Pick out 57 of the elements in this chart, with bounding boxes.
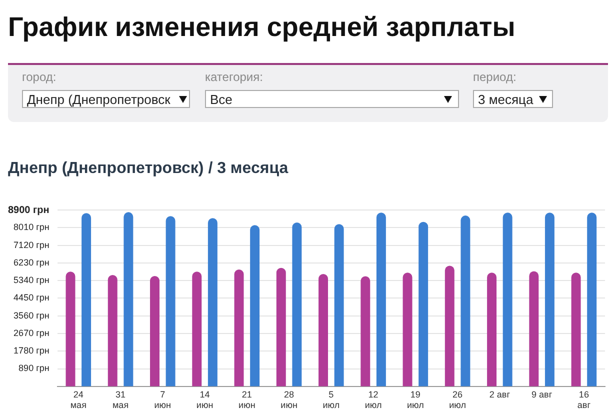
bar (192, 272, 202, 386)
x-tick-label: 2 авг (489, 389, 511, 400)
y-tick-label: 3560 грн (14, 310, 50, 320)
bar (444, 266, 454, 386)
bar (234, 269, 244, 386)
x-tick-label: 28 июн (280, 389, 298, 410)
x-tick-label: 7 июн (154, 389, 172, 410)
bar (360, 276, 370, 386)
x-tick-label: 12 июл (364, 389, 382, 410)
text: Днепр (Днепропетровск (22, 90, 190, 108)
bar (487, 272, 497, 386)
text: 3 месяца (473, 90, 553, 108)
bar (166, 216, 176, 386)
bar (250, 225, 260, 386)
text: Все (205, 90, 459, 108)
x-tick-label: 24 мая (70, 389, 87, 410)
x-tick-label: 21 июн (238, 389, 256, 410)
bar (292, 222, 302, 386)
bar (402, 272, 412, 386)
y-tick-label: 8900 грн (8, 204, 50, 216)
bar (587, 212, 597, 386)
text: категория: (205, 70, 263, 84)
x-tick-label: 16 авг (577, 389, 592, 410)
y-tick-label: 8010 грн (14, 222, 50, 232)
x-tick-label: 19 июл (407, 389, 424, 410)
bar (124, 212, 134, 386)
bar (460, 216, 470, 386)
bar (418, 222, 428, 386)
chart-title: График изменения средней зарплаты (8, 12, 516, 43)
x-tick-label: 9 авг (532, 389, 553, 400)
bar (108, 275, 118, 386)
bar (82, 213, 92, 386)
bar (150, 276, 160, 386)
y-tick-label: 2670 грн (14, 328, 50, 338)
bar (318, 274, 328, 386)
bar (544, 212, 554, 386)
y-tick-label: 7120 грн (14, 240, 50, 250)
y-tick-label: 1780 грн (14, 346, 50, 356)
x-tick-label: 26 июл (449, 389, 466, 410)
x-tick-label: 5 июл (322, 389, 340, 410)
bar (334, 224, 344, 386)
chart-subtitle: Днепр (Днепропетровск) / 3 месяца (8, 160, 288, 178)
x-tick-label: 31 мая (112, 389, 129, 410)
text: период: (473, 70, 516, 84)
bar (276, 268, 286, 386)
bar (502, 212, 512, 386)
bar (66, 272, 76, 386)
y-tick-label: 5340 грн (14, 275, 50, 286)
bar (208, 218, 218, 386)
bar (529, 271, 539, 386)
bar (376, 212, 386, 386)
y-tick-label: 890 грн (18, 363, 50, 374)
text: город: (22, 70, 56, 84)
x-tick-label: 14 июн (196, 389, 214, 410)
y-tick-label: 4450 грн (14, 292, 50, 303)
y-tick-label: 6230 грн (14, 257, 50, 268)
bar (571, 272, 581, 386)
